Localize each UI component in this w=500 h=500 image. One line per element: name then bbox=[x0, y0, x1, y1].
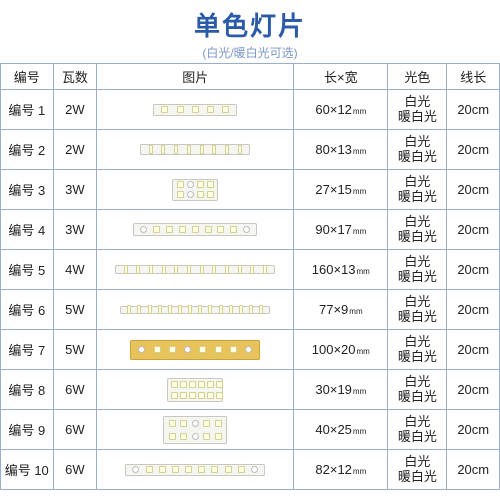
table-row: 编号 86W 30×19mm白光暖白光20cm bbox=[1, 370, 500, 410]
cell-wire: 20cm bbox=[447, 210, 500, 250]
cell-wire: 20cm bbox=[447, 250, 500, 290]
cell-image bbox=[97, 130, 294, 170]
cell-color: 白光暖白光 bbox=[388, 250, 447, 290]
cell-watt: 6W bbox=[53, 450, 97, 490]
cell-image bbox=[97, 330, 294, 370]
cell-id: 编号 7 bbox=[1, 330, 54, 370]
cell-color: 白光暖白光 bbox=[388, 450, 447, 490]
cell-color: 白光暖白光 bbox=[388, 130, 447, 170]
cell-wire: 20cm bbox=[447, 450, 500, 490]
cell-color: 白光暖白光 bbox=[388, 330, 447, 370]
cell-id: 编号 8 bbox=[1, 370, 54, 410]
table-row: 编号 33W 27×15mm白光暖白光20cm bbox=[1, 170, 500, 210]
cell-size: 77×9mm bbox=[294, 290, 388, 330]
header-size: 长×宽 bbox=[294, 64, 388, 90]
cell-watt: 6W bbox=[53, 410, 97, 450]
cell-id: 编号 4 bbox=[1, 210, 54, 250]
cell-watt: 4W bbox=[53, 250, 97, 290]
title-area: 单色灯片 (白光/暖白光可选) bbox=[0, 0, 500, 63]
cell-size: 60×12mm bbox=[294, 90, 388, 130]
cell-color: 白光暖白光 bbox=[388, 90, 447, 130]
cell-image bbox=[97, 450, 294, 490]
cell-wire: 20cm bbox=[447, 370, 500, 410]
cell-image bbox=[97, 170, 294, 210]
cell-watt: 6W bbox=[53, 370, 97, 410]
cell-wire: 20cm bbox=[447, 290, 500, 330]
cell-watt: 3W bbox=[53, 170, 97, 210]
cell-size: 160×13mm bbox=[294, 250, 388, 290]
cell-watt: 2W bbox=[53, 130, 97, 170]
page-title: 单色灯片 bbox=[0, 6, 500, 43]
table-row: 编号 65W 77×9mm白光暖白光20cm bbox=[1, 290, 500, 330]
cell-id: 编号 1 bbox=[1, 90, 54, 130]
table-row: 编号 106W 82×12mm白光暖白光20cm bbox=[1, 450, 500, 490]
cell-image bbox=[97, 290, 294, 330]
cell-image bbox=[97, 250, 294, 290]
cell-wire: 20cm bbox=[447, 130, 500, 170]
cell-color: 白光暖白光 bbox=[388, 410, 447, 450]
cell-image bbox=[97, 410, 294, 450]
table-row: 编号 75W 100×20mm白光暖白光20cm bbox=[1, 330, 500, 370]
cell-id: 编号 6 bbox=[1, 290, 54, 330]
cell-watt: 5W bbox=[53, 290, 97, 330]
header-color: 光色 bbox=[388, 64, 447, 90]
cell-watt: 5W bbox=[53, 330, 97, 370]
cell-size: 80×13mm bbox=[294, 130, 388, 170]
cell-wire: 20cm bbox=[447, 90, 500, 130]
table-row: 编号 54W 160×13mm白光暖白光20cm bbox=[1, 250, 500, 290]
cell-color: 白光暖白光 bbox=[388, 170, 447, 210]
cell-color: 白光暖白光 bbox=[388, 210, 447, 250]
cell-id: 编号 2 bbox=[1, 130, 54, 170]
cell-id: 编号 9 bbox=[1, 410, 54, 450]
cell-image bbox=[97, 370, 294, 410]
cell-id: 编号 3 bbox=[1, 170, 54, 210]
cell-id: 编号 10 bbox=[1, 450, 54, 490]
cell-size: 40×25mm bbox=[294, 410, 388, 450]
cell-id: 编号 5 bbox=[1, 250, 54, 290]
cell-wire: 20cm bbox=[447, 330, 500, 370]
table-row: 编号 22W 80×13mm白光暖白光20cm bbox=[1, 130, 500, 170]
header-img: 图片 bbox=[97, 64, 294, 90]
cell-size: 90×17mm bbox=[294, 210, 388, 250]
cell-watt: 3W bbox=[53, 210, 97, 250]
table-row: 编号 12W 60×12mm白光暖白光20cm bbox=[1, 90, 500, 130]
header-id: 编号 bbox=[1, 64, 54, 90]
cell-size: 27×15mm bbox=[294, 170, 388, 210]
cell-image bbox=[97, 90, 294, 130]
header-watt: 瓦数 bbox=[53, 64, 97, 90]
cell-wire: 20cm bbox=[447, 170, 500, 210]
cell-color: 白光暖白光 bbox=[388, 370, 447, 410]
table-row: 编号 43W 90×17mm白光暖白光20cm bbox=[1, 210, 500, 250]
table-header-row: 编号 瓦数 图片 长×宽 光色 线长 bbox=[1, 64, 500, 90]
header-wire: 线长 bbox=[447, 64, 500, 90]
spec-table: 编号 瓦数 图片 长×宽 光色 线长 编号 12W60×12mm白光暖白光20c… bbox=[0, 63, 500, 490]
cell-image bbox=[97, 210, 294, 250]
cell-watt: 2W bbox=[53, 90, 97, 130]
cell-size: 100×20mm bbox=[294, 330, 388, 370]
cell-size: 82×12mm bbox=[294, 450, 388, 490]
cell-size: 30×19mm bbox=[294, 370, 388, 410]
table-row: 编号 96W 40×25mm白光暖白光20cm bbox=[1, 410, 500, 450]
cell-wire: 20cm bbox=[447, 410, 500, 450]
cell-color: 白光暖白光 bbox=[388, 290, 447, 330]
page-subtitle: (白光/暖白光可选) bbox=[0, 44, 500, 61]
